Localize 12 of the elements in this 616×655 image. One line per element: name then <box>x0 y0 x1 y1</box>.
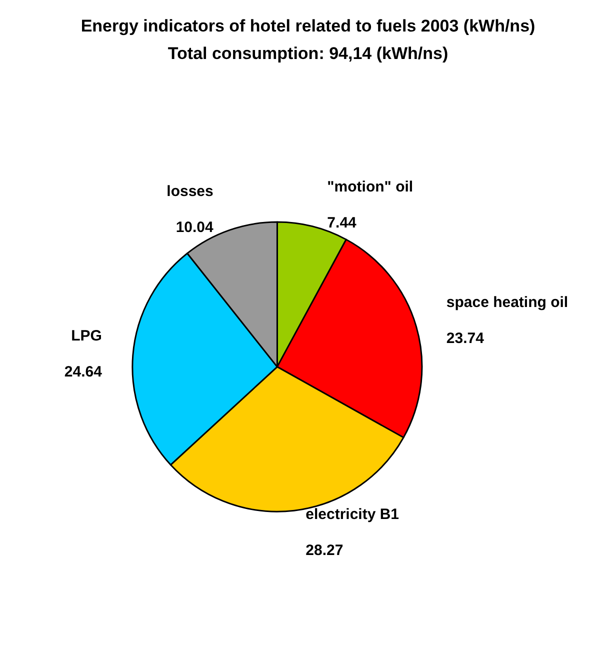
data-label: 24.64 <box>64 363 103 380</box>
slice-label: losses <box>166 182 214 200</box>
slice-label: space heating oil <box>446 294 568 311</box>
data-label: 28.27 <box>306 542 344 559</box>
data-label: 10.04 <box>176 218 214 236</box>
slice-label: LPG <box>71 327 102 344</box>
chart-title: Energy indicators of hotel related to fuels 2003 (kWh/ns) <box>80 16 536 36</box>
slice-label: "motion" oil <box>327 178 414 196</box>
data-label: 7.44 <box>327 214 358 232</box>
data-label: 23.74 <box>446 330 485 347</box>
chart-subtitle: Total consumption: 94,14 (kWh/ns) <box>168 44 448 63</box>
slice-label: electricity B1 <box>306 506 400 523</box>
